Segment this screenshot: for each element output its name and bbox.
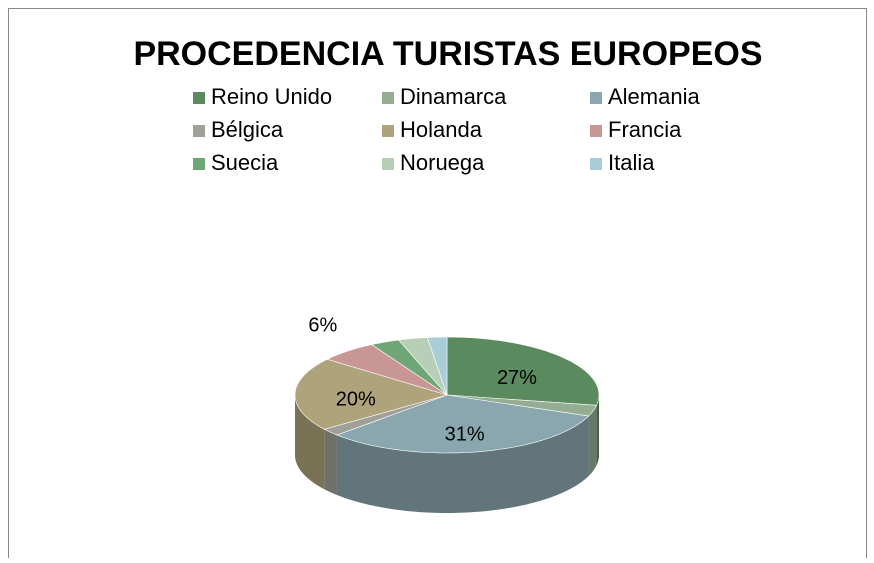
pie-slice [336, 394, 590, 454]
pie-slice [446, 336, 600, 406]
data-label: 20% [336, 389, 376, 411]
pie-side [596, 395, 599, 466]
legend-label: Italia [608, 150, 655, 175]
pie-side [336, 416, 589, 513]
legend-label: Noruega [400, 150, 485, 175]
legend-label: Dinamarca [400, 84, 507, 109]
pie-slice [370, 339, 448, 396]
data-label: 27% [497, 367, 537, 389]
pie-slice [398, 337, 448, 396]
pie-side [324, 429, 337, 496]
legend-label: Suecia [211, 150, 279, 175]
legend-label: Alemania [608, 84, 700, 109]
data-label: 6% [308, 314, 337, 336]
legend-swatch [382, 158, 394, 170]
legend-swatch [193, 158, 205, 170]
pie-slice [294, 358, 449, 430]
pie-slice [426, 336, 448, 396]
pie-slice [326, 344, 448, 396]
pie-slice [323, 394, 448, 436]
pie-side [588, 405, 597, 477]
legend-swatch [193, 125, 205, 137]
legend-label: Francia [608, 117, 682, 142]
chart-title: PROCEDENCIA TURISTAS EUROPEOS [133, 35, 762, 73]
legend-swatch [590, 158, 602, 170]
legend-label: Reino Unido [211, 84, 332, 109]
legend-swatch [193, 92, 205, 104]
legend-swatch [382, 92, 394, 104]
pie-side [295, 395, 325, 490]
legend-swatch [590, 92, 602, 104]
legend-swatch [590, 125, 602, 137]
legend-label: Holanda [400, 117, 483, 142]
legend-label: Bélgica [211, 117, 284, 142]
legend-swatch [382, 125, 394, 137]
data-label: 31% [445, 423, 485, 445]
